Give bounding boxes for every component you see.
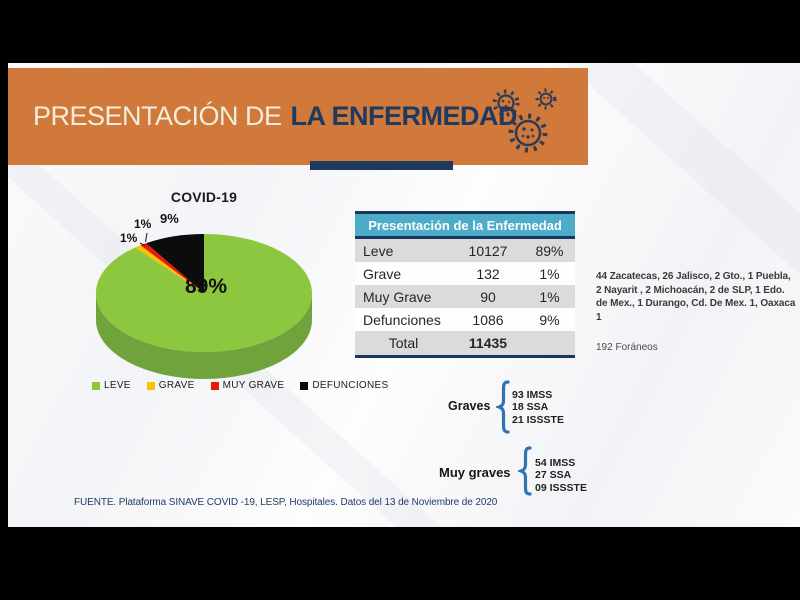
- pie-chart-title: COVID-19: [170, 189, 238, 205]
- presentation-slide: PRESENTACIÓN DE LA ENFERMEDAD: [8, 63, 800, 527]
- page-title: PRESENTACIÓN DE LA ENFERMEDAD: [33, 68, 518, 165]
- leader-line: [145, 232, 148, 243]
- table-row: Leve 10127 89%: [355, 239, 575, 262]
- muy-graves-item: 54 IMSS: [535, 457, 576, 469]
- page-title-regular: PRESENTACIÓN DE: [33, 101, 282, 131]
- pie-chart: [95, 232, 312, 379]
- muy-graves-brace-icon: [518, 446, 532, 496]
- table-header: Presentación de la Enfermedad: [355, 211, 575, 239]
- muy-graves-item: 27 SSA: [535, 469, 572, 482]
- table-row: Grave 132 1%: [355, 262, 575, 285]
- total-value: 11435: [468, 335, 508, 351]
- pie-slice-muy-grave: [140, 243, 204, 293]
- muy-graves-item: 09 ISSSTE: [535, 481, 587, 494]
- graves-brace-icon: [496, 380, 510, 434]
- pie-legend: LEVE GRAVE MUY GRAVE DEFUNCIONES: [92, 380, 388, 391]
- graves-label: Graves: [448, 399, 491, 413]
- banner-accent-bar: [310, 161, 453, 170]
- row-value: 132: [476, 265, 500, 282]
- total-label: Total: [388, 335, 419, 351]
- legend-label-defunciones: DEFUNCIONES: [312, 380, 389, 391]
- graves-items: 93 IMSS 18 SSA 21 ISSSTE: [512, 389, 564, 426]
- source-footnote: FUENTE. Plataforma SINAVE COVID -19, LES…: [74, 497, 498, 508]
- legend-label-grave: GRAVE: [158, 380, 195, 391]
- foraneos-note: 192 Foráneos: [596, 342, 658, 353]
- table-total-row: Total 11435: [355, 331, 575, 358]
- pie-side: [96, 293, 312, 379]
- legend-swatch-muy-grave: [210, 381, 219, 390]
- states-note: 44 Zacatecas, 26 Jalisco, 2 Gto., 1 Pueb…: [596, 271, 796, 323]
- pie-slice-leve: [95, 234, 312, 352]
- legend-item-defunciones: DEFUNCIONES: [300, 380, 388, 391]
- row-label: Muy Grave: [363, 288, 432, 305]
- row-label: Defunciones: [363, 311, 441, 328]
- row-percent: 1%: [539, 265, 560, 282]
- pie-label-grave: 1%: [120, 231, 138, 245]
- enfermedad-table: Presentación de la Enfermedad Leve 10127…: [355, 211, 575, 358]
- title-banner: PRESENTACIÓN DE LA ENFERMEDAD: [8, 68, 588, 165]
- legend-label-muy-grave: MUY GRAVE: [222, 380, 285, 391]
- legend-swatch-leve: [92, 381, 100, 390]
- row-percent: 1%: [539, 288, 560, 305]
- row-value: 90: [480, 288, 496, 305]
- leader-line: [139, 242, 146, 246]
- row-percent: 9%: [539, 311, 560, 328]
- legend-label-leve: LEVE: [104, 380, 131, 391]
- graves-item: 21 ISSSTE: [512, 413, 564, 426]
- row-label: Grave: [363, 265, 402, 282]
- table-row: Defunciones 1086 9%: [355, 308, 575, 331]
- legend-item-grave: GRAVE: [146, 380, 195, 391]
- pie-label-leve: 89%: [184, 275, 228, 298]
- pie-slice-defunciones: [146, 234, 204, 293]
- page-title-bold: LA ENFERMEDAD: [290, 101, 518, 131]
- row-label: Leve: [363, 242, 394, 259]
- legend-item-muy-grave: MUY GRAVE: [210, 380, 285, 391]
- graves-item: 93 IMSS: [512, 389, 553, 401]
- muy-graves-label: Muy graves: [439, 465, 511, 480]
- table-row: Muy Grave 90 1%: [355, 285, 575, 308]
- row-value: 1086: [472, 311, 504, 328]
- legend-item-leve: LEVE: [92, 380, 131, 391]
- row-value: 10127: [468, 242, 508, 259]
- muy-graves-items: 54 IMSS 27 SSA 09 ISSSTE: [535, 457, 587, 494]
- pie-slice-grave: [135, 245, 204, 293]
- legend-swatch-grave: [146, 381, 155, 390]
- legend-swatch-defunciones: [300, 381, 309, 390]
- row-percent: 89%: [535, 242, 564, 259]
- virus-icon: [492, 88, 557, 153]
- pie-label-muy-grave: 1%: [134, 217, 152, 231]
- graves-item: 18 SSA: [512, 401, 549, 414]
- pie-label-defunciones: 9%: [160, 211, 179, 226]
